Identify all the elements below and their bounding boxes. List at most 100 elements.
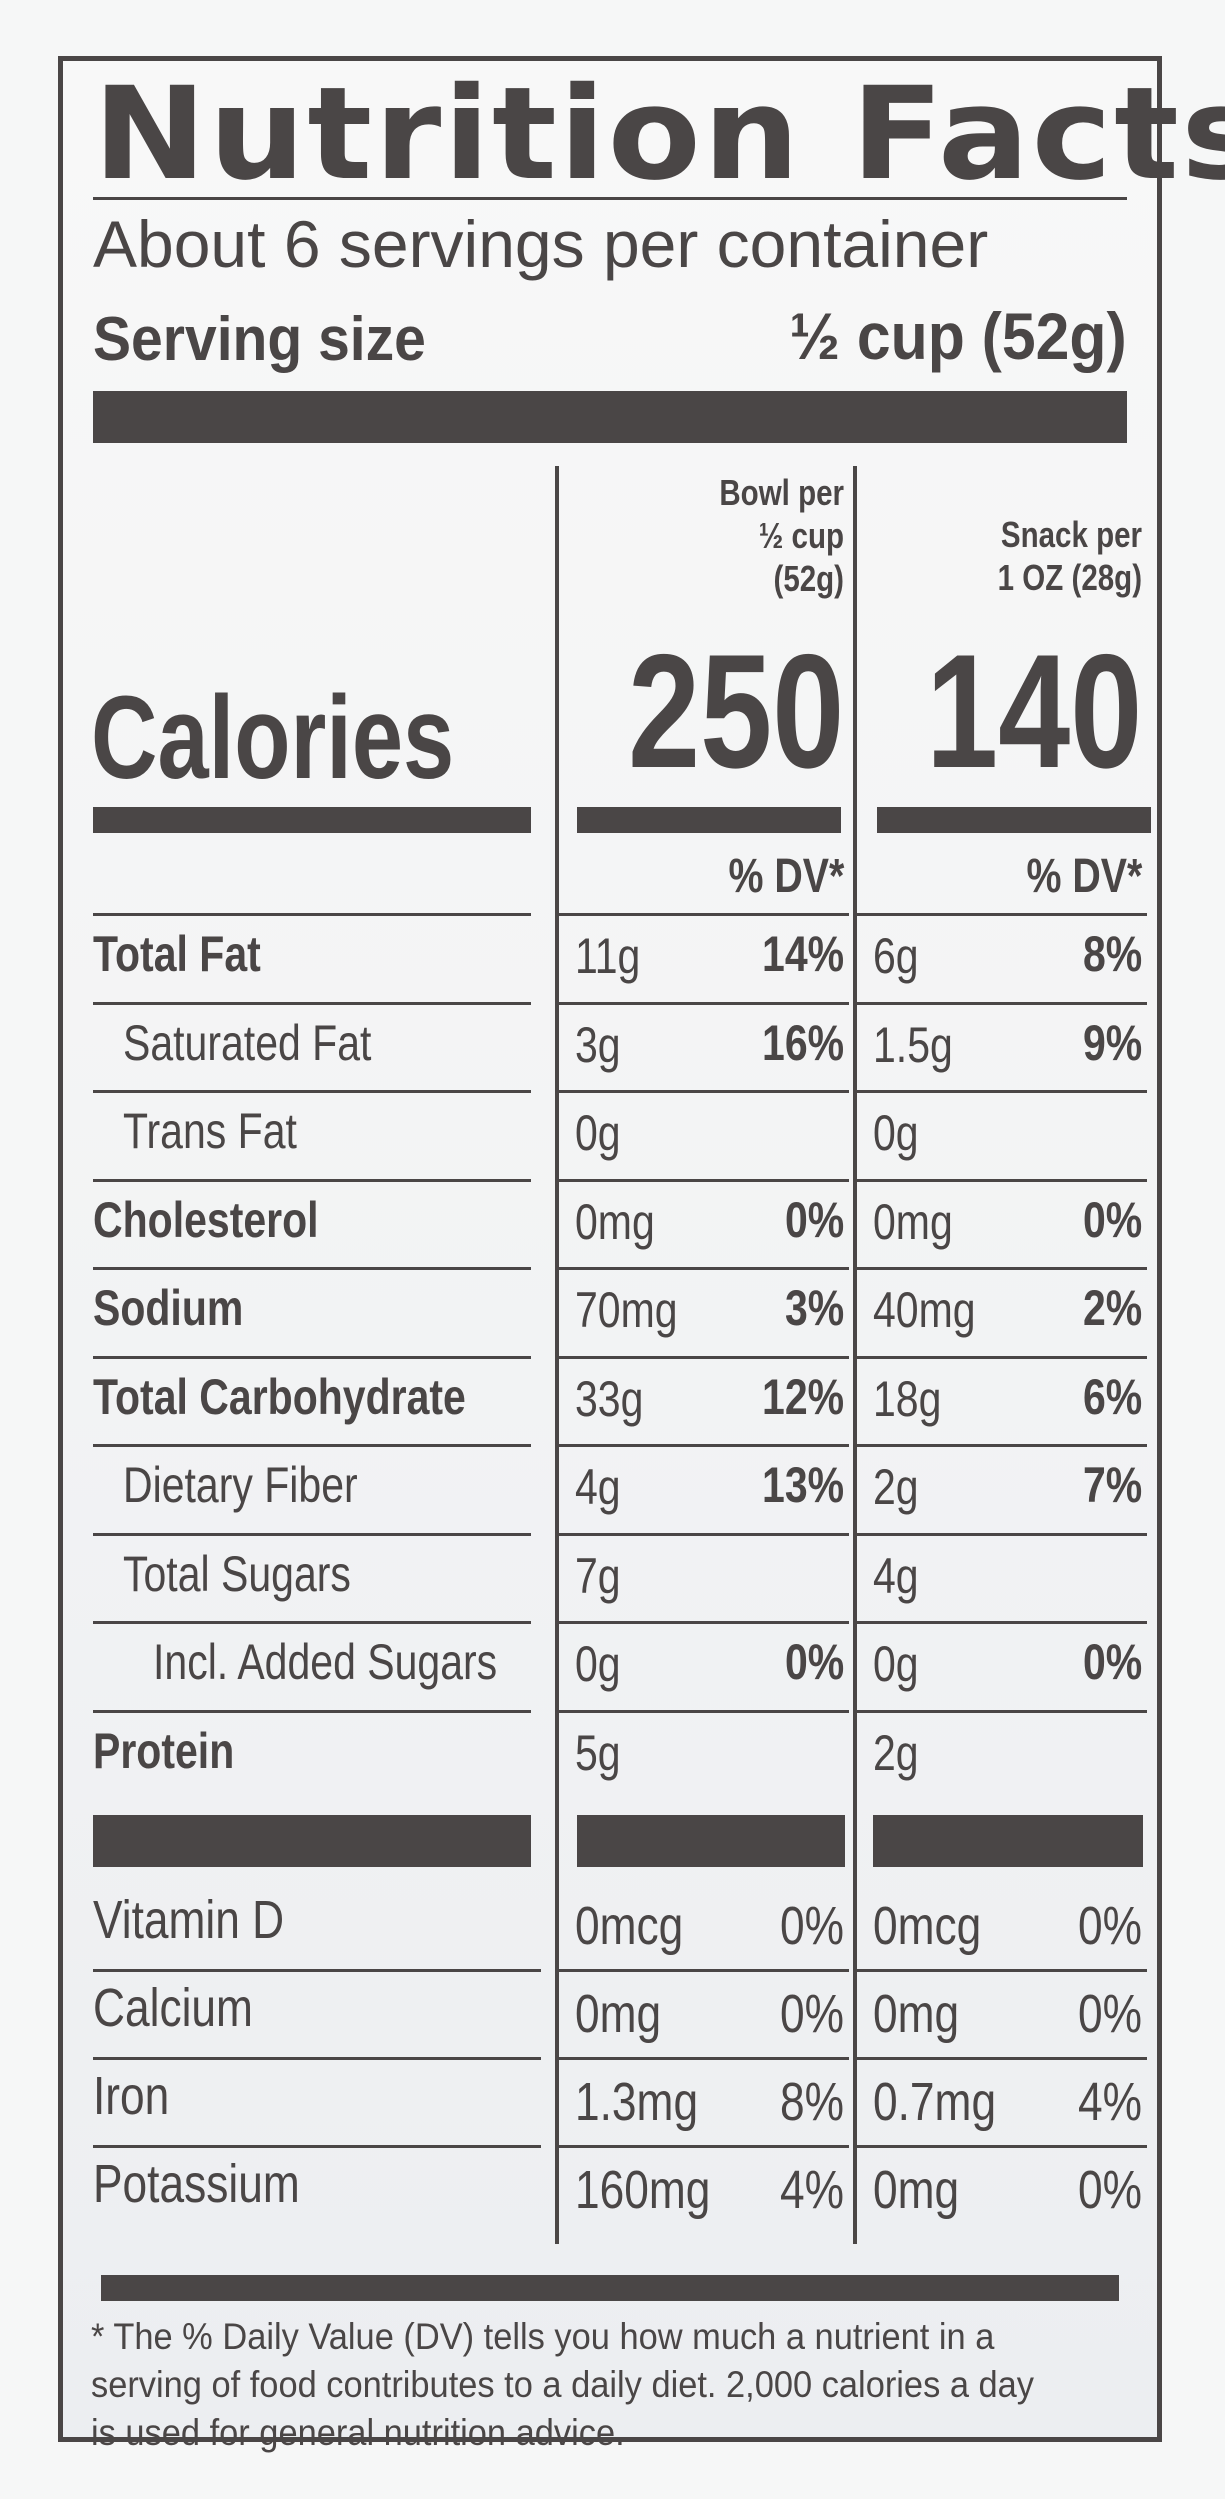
calories-label: Calories <box>91 672 455 804</box>
row-divider <box>93 1444 531 1447</box>
row-divider <box>93 2145 541 2148</box>
title-rule <box>93 197 1127 200</box>
nutrient-amount-snack: 4g <box>873 1547 919 1604</box>
vitamin-dv-snack: 0% <box>1078 2160 1142 2220</box>
nutrient-dv-bowl: 0% <box>784 1634 844 1690</box>
row-divider <box>93 1969 541 1972</box>
vitamin-name: Iron <box>93 2066 170 2126</box>
row-divider <box>559 2057 849 2060</box>
column-bowl-header-line2: ½ cup <box>758 515 844 557</box>
row-divider <box>559 1267 849 1270</box>
calories-bar-snack <box>877 807 1151 833</box>
thick-bar-top <box>93 391 1127 443</box>
row-divider <box>93 1178 531 1182</box>
vitamin-dv-bowl: 0% <box>780 1984 844 2044</box>
nutrient-amount-snack: 40mg <box>873 1282 976 1338</box>
nutrition-facts-panel: Nutrition Facts About 6 servings per con… <box>58 56 1225 2453</box>
row-divider <box>559 2145 849 2148</box>
nutrient-name: Trans Fat <box>123 1103 297 1159</box>
row-divider <box>857 1969 1147 1972</box>
calories-bar-left <box>93 807 531 833</box>
nutrient-amount-bowl: 0mg <box>575 1193 655 1250</box>
vitamin-amount-bowl: 160mg <box>575 2160 711 2220</box>
column-bowl-header: Bowl per ½ cup (52g) <box>719 471 844 601</box>
row-divider <box>559 1709 849 1713</box>
row-divider <box>857 1532 1147 1536</box>
vitamin-bar-left <box>93 1815 531 1867</box>
vitamin-bar-snack <box>873 1815 1143 1867</box>
nutrient-name: Saturated Fat <box>123 1014 372 1071</box>
nutrient-amount-snack: 2g <box>873 1724 919 1781</box>
row-divider <box>559 1355 849 1359</box>
calories-bar-bowl <box>577 807 841 833</box>
nutrient-dv-bowl: 13% <box>761 1457 844 1513</box>
row-divider <box>857 1178 1147 1182</box>
row-divider <box>857 2145 1147 2148</box>
nutrient-dv-bowl: 0% <box>784 1191 844 1248</box>
row-divider <box>559 1178 849 1182</box>
nutrient-amount-snack: 0mg <box>873 1193 953 1250</box>
nutrient-dv-snack: 9% <box>1082 1014 1142 1071</box>
nutrient-amount-snack: 1.5g <box>873 1016 953 1073</box>
column-bowl-header-line1: Bowl per <box>719 472 844 513</box>
dv-header-snack: % DV* <box>1026 850 1142 903</box>
column-bowl-header-line3: (52g) <box>773 558 844 600</box>
row-divider <box>93 1532 531 1536</box>
nutrient-dv-snack: 0% <box>1082 1191 1142 1248</box>
row-divider <box>857 913 1147 916</box>
footnote-bar <box>101 2275 1119 2301</box>
row-divider <box>93 1355 531 1359</box>
nutrient-name: Incl. Added Sugars <box>153 1634 498 1690</box>
nutrient-name: Dietary Fiber <box>123 1457 358 1513</box>
nutrient-name: Sodium <box>93 1280 244 1336</box>
nutrient-amount-bowl: 4g <box>575 1459 621 1515</box>
vitamin-amount-snack: 0mcg <box>873 1896 982 1956</box>
row-divider <box>559 1090 849 1093</box>
nutrient-dv-bowl: 3% <box>784 1280 844 1336</box>
row-divider <box>93 1621 531 1624</box>
nutrient-amount-bowl: 70mg <box>575 1282 678 1338</box>
footnote: * The % Daily Value (DV) tells you how m… <box>91 2316 1035 2453</box>
row-divider <box>93 1709 531 1713</box>
nutrient-amount-snack: 0g <box>873 1105 919 1161</box>
vitamin-amount-bowl: 1.3mg <box>575 2072 699 2132</box>
nutrient-amount-snack: 18g <box>873 1370 942 1427</box>
calories-snack: 140 <box>925 621 1142 802</box>
calories-bowl: 250 <box>627 621 844 802</box>
serving-size-label: Serving size <box>93 305 426 374</box>
nutrient-dv-bowl: 16% <box>761 1014 844 1071</box>
nutrient-amount-bowl: 11g <box>575 928 641 984</box>
vitamin-amount-snack: 0.7mg <box>873 2072 997 2132</box>
servings-per-container: About 6 servings per container <box>93 207 989 281</box>
row-divider <box>93 1090 531 1093</box>
label-title: Nutrition Facts <box>93 60 1225 209</box>
vitamin-dv-snack: 4% <box>1078 2072 1142 2132</box>
row-divider <box>93 1001 531 1005</box>
vitamin-amount-snack: 0mg <box>873 1984 960 2044</box>
nutrient-dv-snack: 6% <box>1082 1368 1142 1425</box>
row-divider <box>857 1444 1147 1447</box>
row-divider <box>559 1444 849 1447</box>
row-divider <box>857 1001 1147 1005</box>
vitamin-dv-bowl: 0% <box>780 1896 844 1956</box>
row-divider <box>93 1267 531 1270</box>
nutrient-amount-snack: 6g <box>873 928 919 984</box>
nutrient-amount-bowl: 33g <box>575 1370 644 1427</box>
nutrient-amount-bowl: 0g <box>575 1105 621 1161</box>
vitamin-amount-snack: 0mg <box>873 2160 960 2220</box>
vitamin-name: Potassium <box>93 2154 300 2214</box>
row-divider <box>857 1267 1147 1270</box>
nutrient-dv-snack: 8% <box>1082 926 1142 982</box>
vitamin-dv-snack: 0% <box>1078 1896 1142 1956</box>
nutrient-amount-bowl: 3g <box>575 1016 621 1073</box>
row-divider <box>559 1621 849 1624</box>
serving-size-value: ½ cup (52g) <box>789 299 1127 373</box>
row-divider <box>93 913 531 916</box>
vitamin-dv-bowl: 4% <box>780 2160 844 2220</box>
row-divider <box>559 1969 849 1972</box>
row-divider <box>857 1090 1147 1093</box>
nutrient-dv-bowl: 14% <box>761 926 844 982</box>
nutrient-amount-bowl: 5g <box>575 1724 621 1781</box>
vitamin-amount-bowl: 0mcg <box>575 1896 684 1956</box>
vitamin-name: Calcium <box>93 1978 253 2038</box>
